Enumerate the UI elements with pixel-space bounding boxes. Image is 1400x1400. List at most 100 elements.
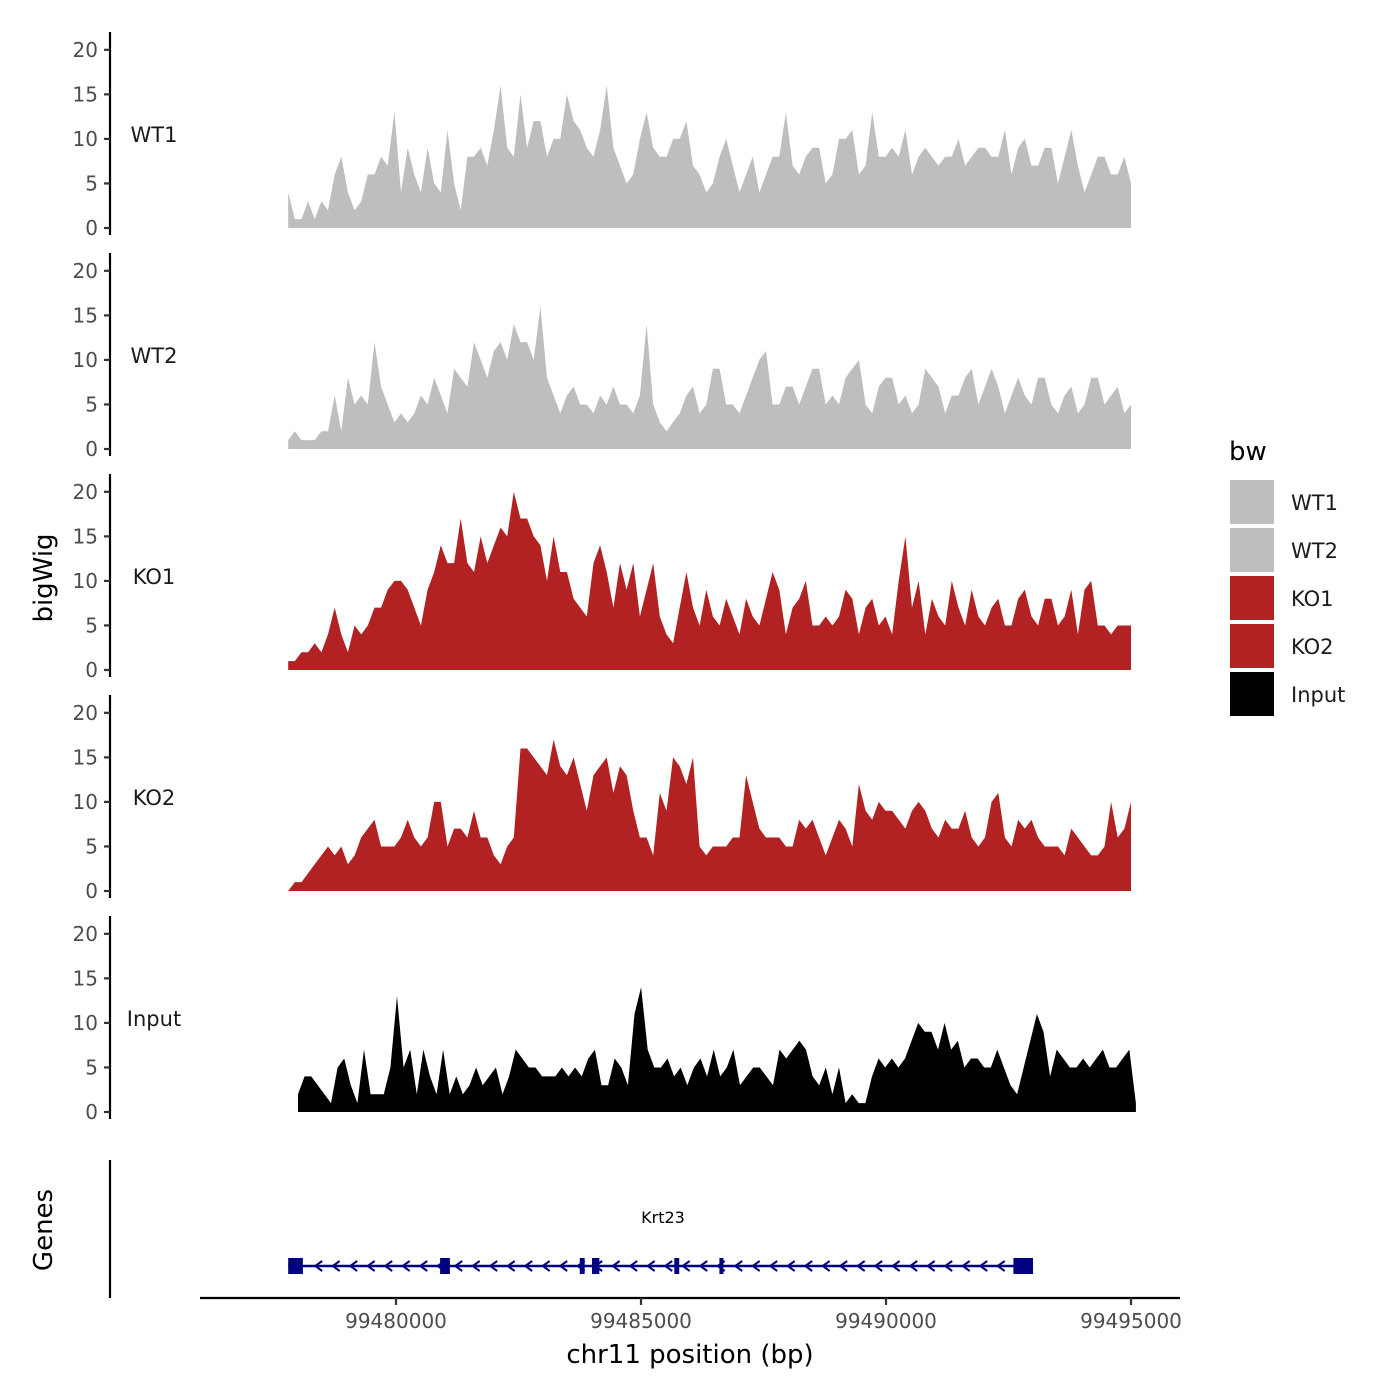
strand-arrow <box>960 1260 971 1272</box>
x-tick-label: 99485000 <box>590 1309 692 1333</box>
area-ko1 <box>288 491 1131 670</box>
legend-key-input <box>1230 672 1274 716</box>
area-wt2 <box>288 306 1131 449</box>
y-tick-label: 0 <box>85 437 98 461</box>
x-tick-label: 99490000 <box>835 1309 937 1333</box>
legend-title: bw <box>1229 437 1267 467</box>
x-tick-label: 99480000 <box>345 1309 447 1333</box>
strand-arrow <box>628 1260 638 1272</box>
track-label-wt2: WT2 <box>131 344 178 368</box>
y-tick-label: 15 <box>73 966 98 990</box>
strand-arrow <box>330 1260 341 1272</box>
area-input <box>298 987 1136 1112</box>
y-tick-label: 15 <box>73 303 98 327</box>
y-tick-label: 15 <box>73 82 98 106</box>
genes-axis-title: Genes <box>29 1189 59 1271</box>
strand-arrow <box>698 1260 708 1272</box>
strand-arrow <box>680 1260 691 1272</box>
y-tick-label: 20 <box>73 38 98 62</box>
strand-arrow <box>838 1260 848 1272</box>
y-tick-label: 0 <box>85 879 98 903</box>
genes-panel: Krt23 <box>108 1160 1033 1298</box>
legend-label-input: Input <box>1291 683 1345 707</box>
y-tick-label: 5 <box>85 613 98 637</box>
strand-arrow <box>820 1260 831 1272</box>
strand-arrow <box>418 1260 428 1272</box>
gene-krt23: Krt23 <box>288 1208 1033 1274</box>
gene-exon <box>674 1258 680 1274</box>
strand-arrow <box>453 1260 463 1272</box>
gene-exon <box>1013 1258 1033 1274</box>
track-label-input: Input <box>127 1007 181 1031</box>
area-wt1 <box>288 85 1131 228</box>
strand-arrow <box>348 1260 358 1272</box>
strand-arrow <box>523 1260 533 1272</box>
legend: bw WT1 WT2 KO1 KO2 Input <box>1229 437 1345 716</box>
strand-arrow <box>803 1260 813 1272</box>
y-tick-label: 0 <box>85 658 98 682</box>
coverage-tracks: 0 5 10 15 20 WT1 0 5 10 15 20 WT2 0 5 10 15 20 KO1 0 5 10 15 2… <box>73 32 1136 1124</box>
track-ko1: 0 5 10 15 20 KO1 <box>73 474 1131 682</box>
y-tick-label: 15 <box>73 524 98 548</box>
strand-arrow <box>943 1260 953 1272</box>
strand-arrow <box>645 1260 656 1272</box>
y-tick-label: 0 <box>85 216 98 240</box>
strand-arrow <box>470 1260 481 1272</box>
strand-arrow <box>733 1260 743 1272</box>
track-label-ko1: KO1 <box>133 565 176 589</box>
y-tick-label: 20 <box>73 480 98 504</box>
y-tick-label: 10 <box>73 348 98 372</box>
track-label-wt1: WT1 <box>131 123 178 147</box>
y-tick-label: 0 <box>85 1100 98 1124</box>
gene-exon <box>440 1258 450 1274</box>
legend-label-ko1: KO1 <box>1291 587 1334 611</box>
x-axis: 99480000 99485000 99490000 99495000 <box>200 1296 1182 1333</box>
track-wt2: 0 5 10 15 20 WT2 <box>73 253 1131 461</box>
strand-arrow <box>978 1260 988 1272</box>
track-wt1: 0 5 10 15 20 WT1 <box>73 32 1131 240</box>
strand-arrow <box>558 1260 568 1272</box>
gene-exon <box>592 1258 600 1274</box>
gene-label: Krt23 <box>641 1208 685 1227</box>
strand-arrow <box>610 1260 621 1272</box>
y-tick-label: 20 <box>73 701 98 725</box>
y-tick-label: 20 <box>73 259 98 283</box>
gene-exon <box>288 1258 303 1274</box>
track-label-ko2: KO2 <box>133 786 176 810</box>
y-tick-label: 10 <box>73 1011 98 1035</box>
legend-key-ko2 <box>1230 624 1274 668</box>
strand-arrow <box>540 1260 551 1272</box>
y-tick-label: 5 <box>85 834 98 858</box>
area-ko2 <box>288 739 1131 891</box>
legend-label-ko2: KO2 <box>1291 635 1334 659</box>
y-tick-label: 10 <box>73 790 98 814</box>
strand-arrow <box>365 1260 376 1272</box>
x-axis-title: chr11 position (bp) <box>566 1340 813 1370</box>
y-axis-title: bigWig <box>29 533 59 622</box>
strand-arrow <box>750 1260 761 1272</box>
legend-key-wt1 <box>1230 480 1274 524</box>
legend-label-wt2: WT2 <box>1291 539 1338 563</box>
strand-arrow <box>785 1260 796 1272</box>
strand-arrow <box>890 1260 901 1272</box>
strand-arrow <box>873 1260 883 1272</box>
x-tick-label: 99495000 <box>1080 1309 1182 1333</box>
strand-arrow <box>995 1260 1006 1272</box>
strand-arrow <box>505 1260 516 1272</box>
y-tick-label: 10 <box>73 569 98 593</box>
y-tick-label: 5 <box>85 1055 98 1079</box>
gene-exon <box>579 1258 585 1274</box>
y-tick-label: 5 <box>85 392 98 416</box>
track-input: 0 5 10 15 20 Input <box>73 916 1136 1124</box>
y-tick-label: 5 <box>85 171 98 195</box>
strand-arrow <box>768 1260 778 1272</box>
legend-label-wt1: WT1 <box>1291 491 1338 515</box>
strand-arrow <box>663 1260 673 1272</box>
track-ko2: 0 5 10 15 20 KO2 <box>73 695 1131 903</box>
gene-exon <box>719 1258 724 1274</box>
strand-arrow <box>925 1260 936 1272</box>
y-tick-label: 10 <box>73 127 98 151</box>
legend-key-ko1 <box>1230 576 1274 620</box>
strand-arrow <box>855 1260 866 1272</box>
